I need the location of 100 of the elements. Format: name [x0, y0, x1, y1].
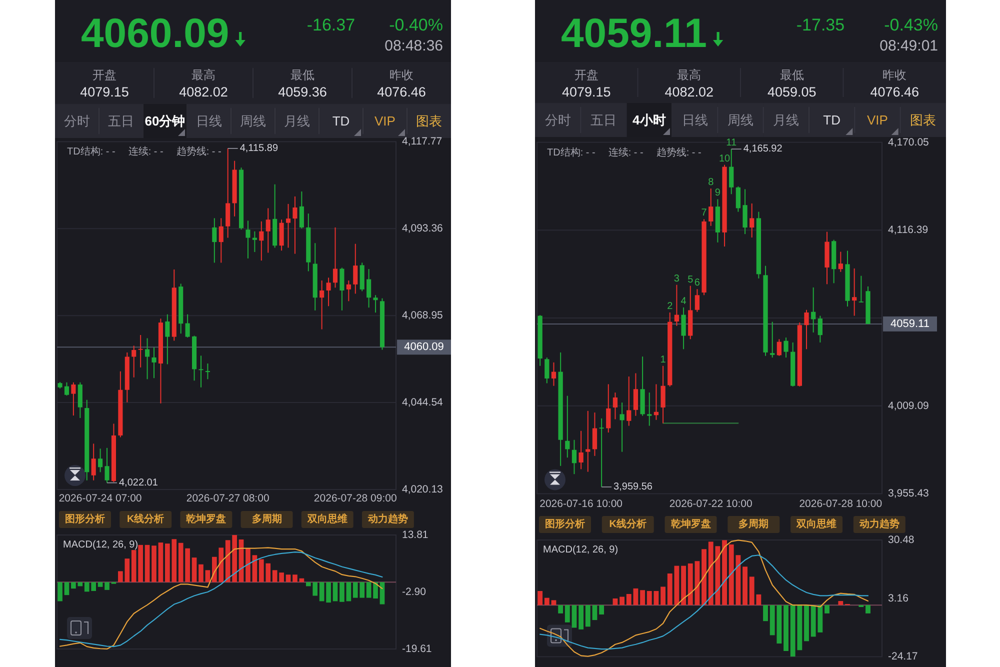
x-tick-label: 2026-07-27 08:00 [186, 492, 270, 504]
y-tick-label: 4,068.95 [402, 310, 443, 322]
annotation: 4082.02 [179, 84, 228, 100]
x-tick-label: 2026-07-24 07:00 [58, 492, 142, 504]
annotation: 4,022.01 [119, 477, 158, 488]
annotation: TD结构: - - [67, 146, 116, 158]
y-tick-label: 4,009.09 [888, 400, 929, 412]
annotation: 4059.36 [278, 84, 327, 100]
annotation: 最低 [290, 68, 314, 82]
annotation: 连续: - - [608, 147, 644, 158]
button: 乾坤罗盘 [664, 516, 717, 533]
data-label: 3 [674, 273, 680, 284]
x-tick-label: 2026-07-16 10:00 [540, 498, 623, 510]
annotation: 4,115.89 [240, 142, 278, 154]
tab: 日线 [672, 103, 718, 137]
annotation: -0.40% [389, 16, 443, 34]
tab: 4小时 [626, 103, 672, 137]
tab: VIP [364, 104, 406, 138]
annotation: TD结构: - - [547, 147, 596, 158]
title: MACD(12, 26, 9) [543, 544, 618, 556]
y-tick-label: 3.16 [888, 592, 908, 604]
data-label: 2 [667, 301, 673, 312]
tab: 日线 [188, 104, 230, 138]
tab: 分时 [56, 104, 98, 138]
button: 图形分析 [59, 511, 111, 528]
data-label: 6 [694, 278, 700, 289]
data-label: 4 [680, 296, 686, 307]
data-label: 9 [714, 188, 720, 199]
y-tick-label: 4,117.77 [402, 136, 442, 148]
ref-line-label: 4059.11 [890, 318, 930, 330]
y-tick-label: 4,116.39 [888, 224, 928, 236]
button: 多周期 [728, 516, 780, 533]
annotation: -17.35 [796, 16, 845, 34]
title: MACD(12, 26, 9) [63, 540, 138, 550]
annotation: 08:48:36 [384, 38, 443, 54]
annotation: 4059.05 [767, 84, 816, 100]
y-tick-label: 4,020.13 [402, 484, 443, 496]
annotation: 4,022.01 [106, 477, 158, 488]
annotation: 4076.46 [377, 84, 426, 100]
tab: 图表 [408, 104, 450, 138]
title: 4060.09 [81, 10, 230, 56]
y-tick-label: 30.48 [888, 534, 914, 546]
button: 动力趋势 [362, 511, 414, 528]
ref-line-label: 4060.09 [404, 341, 444, 354]
data-label: 1 [660, 354, 666, 366]
tab: 月线 [764, 103, 808, 137]
button: 动力趋势 [853, 516, 906, 533]
y-tick-label: -19.61 [402, 643, 432, 655]
annotation: -0.43% [884, 16, 938, 34]
annotation: 昨收 [390, 68, 414, 82]
tab: 60分钟 [144, 104, 186, 138]
x-tick-label: 2026-07-28 09:00 [314, 492, 397, 504]
annotation: 3,959.56 [614, 481, 653, 492]
annotation: 3,959.56 [601, 481, 652, 492]
annotation: 连续: - - [128, 146, 164, 158]
tab: 图表 [900, 103, 946, 137]
annotation: 4079.15 [80, 84, 129, 100]
button: 双向思维 [301, 511, 354, 528]
y-tick-label: 4,093.36 [402, 222, 443, 235]
tab: 月线 [276, 104, 318, 138]
y-tick-label: -2.90 [402, 586, 426, 598]
tab: TD [320, 104, 362, 138]
button: K线分析 [602, 516, 654, 533]
x-tick-label: 2026-07-22 10:00 [669, 498, 752, 510]
y-tick-label: 13.81 [402, 529, 428, 541]
y-tick-label: -24.17 [888, 650, 918, 663]
tab: 五日 [100, 104, 142, 138]
annotation: 08:49:01 [880, 38, 938, 54]
annotation: 4,115.89 [227, 142, 278, 154]
annotation: -16.37 [306, 16, 356, 34]
button: K线分析 [120, 511, 172, 528]
data-label: 10 [718, 153, 730, 164]
tab: 周线 [232, 104, 274, 138]
data-label: 5 [688, 274, 694, 286]
x-tick-label: 2026-07-28 10:00 [799, 498, 882, 510]
annotation: 4079.15 [562, 84, 611, 100]
annotation: 最高 [192, 68, 216, 82]
title: 4059.11 [561, 10, 707, 56]
tab: VIP [855, 103, 900, 137]
annotation: 趋势线: - - [176, 146, 222, 158]
button: 多周期 [240, 511, 293, 528]
annotation: 4082.02 [664, 84, 714, 100]
annotation: 最高 [677, 68, 702, 82]
ref-line-label: 4059.11 [883, 316, 937, 332]
tab: 周线 [718, 103, 763, 137]
tab: 分时 [536, 103, 580, 137]
annotation: 趋势线: - - [656, 147, 702, 158]
data-label: 11 [726, 138, 737, 149]
data-label: 8 [708, 177, 714, 188]
y-tick-label: 4,170.05 [888, 136, 929, 148]
annotation: 4076.46 [870, 84, 920, 100]
y-tick-label: 3,955.43 [888, 488, 929, 500]
annotation: 开盘 [92, 68, 116, 82]
annotation: 最低 [780, 68, 804, 82]
ref-line-label: 4060.09 [397, 340, 451, 355]
tab: 五日 [581, 103, 626, 137]
annotation: 昨收 [882, 68, 907, 82]
button: 图形分析 [539, 516, 591, 533]
button: 双向思维 [790, 516, 843, 533]
button: 乾坤罗盘 [180, 511, 232, 528]
